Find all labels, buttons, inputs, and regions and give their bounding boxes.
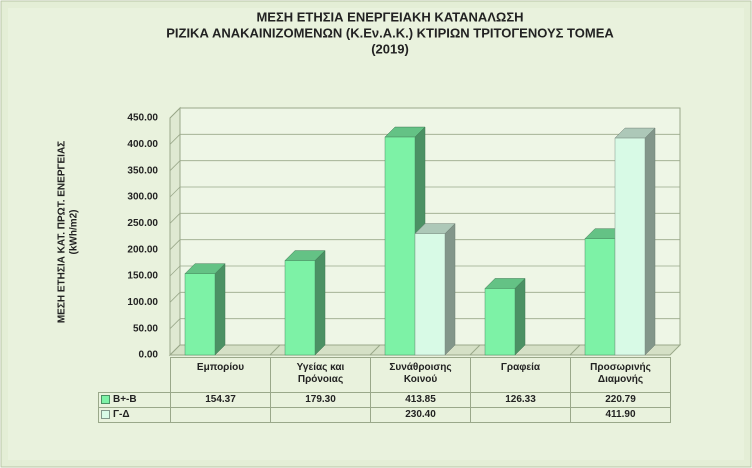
value-cell: 413.85 — [370, 392, 471, 408]
bar — [414, 233, 446, 356]
value-cell: 126.33 — [470, 392, 571, 408]
y-tick-label: 450.00 — [127, 113, 158, 124]
grid-line — [169, 239, 181, 250]
grid-line — [169, 292, 181, 303]
y-axis-label: ΜΕΣΗ ΕΤΗΣΙΑ ΚΑΤ. ΠΡΩΤ. ΕΝΕΡΓΕΙΑΣ — [57, 141, 68, 323]
corner-cell — [99, 358, 171, 393]
chart-title: (2019) — [371, 41, 409, 56]
y-tick-label: 150.00 — [127, 271, 158, 282]
y-tick-label: 300.00 — [127, 192, 158, 203]
series-row: Γ-Δ 230.40 411.90 — [98, 407, 671, 423]
category-divider — [469, 344, 481, 356]
legend-entry: Β+-Β — [98, 392, 171, 408]
bar-side — [214, 263, 226, 356]
grid-line — [169, 344, 181, 356]
grid-line — [169, 107, 181, 119]
y-axis-label: (kWh/m2) — [69, 210, 80, 255]
x-tick-label: Προσωρινής Διαμονής — [570, 357, 671, 393]
value-cell: 411.90 — [570, 407, 671, 423]
y-tick-label: 0.00 — [139, 350, 159, 361]
x-tick-label: Γραφεία — [470, 357, 571, 393]
grid-line — [169, 213, 181, 224]
legend-label: Β+-Β — [113, 394, 137, 405]
y-tick-label: 400.00 — [127, 139, 158, 150]
x-tick-label: Εμπορίου — [170, 357, 271, 393]
category-divider — [269, 344, 281, 356]
category-divider — [369, 344, 381, 356]
grid-line — [169, 186, 181, 198]
value-cell — [470, 407, 571, 423]
bar — [384, 136, 416, 356]
value-cell: 179.30 — [270, 392, 371, 408]
y-tick-label: 50.00 — [133, 323, 158, 334]
chart-title: ΡΙΖΙΚΑ ΑΝΑΚΑΙΝΙΖΟΜΕΝΩΝ (Κ.Εν.Α.Κ.) ΚΤΙΡΙ… — [166, 25, 614, 40]
y-tick-label: 200.00 — [127, 244, 158, 255]
category-row: Εμπορίου Υγείας και Πρόνοιας Συνάθροισης Κ… — [99, 357, 671, 393]
bar — [584, 238, 616, 356]
value-cell — [270, 407, 371, 423]
bar — [614, 137, 646, 356]
grid-line — [169, 318, 181, 329]
bar-side — [644, 127, 656, 356]
y-tick-label: 250.00 — [127, 218, 158, 229]
bar — [184, 273, 216, 356]
bar — [284, 260, 316, 356]
x-tick-label: Υγείας και Πρόνοιας — [270, 357, 371, 393]
value-cell: 230.40 — [370, 407, 471, 423]
grid-line — [169, 134, 181, 145]
data-table: Εμπορίου Υγείας και Πρόνοιας Συνάθροισης Κ… — [98, 357, 671, 423]
value-cell: 154.37 — [170, 392, 271, 408]
grid-line — [169, 160, 181, 171]
legend-label: Γ-Δ — [113, 409, 130, 420]
value-cell — [170, 407, 271, 423]
bar-side — [444, 223, 456, 356]
value-cell: 220.79 — [570, 392, 671, 408]
series-row: Β+-Β 154.37 179.30 413.85 126.33 220.79 — [98, 392, 671, 408]
x-tick-label: Συνάθροισης Κοινού — [370, 357, 471, 393]
bar — [484, 288, 516, 356]
bar-side — [314, 249, 326, 356]
side-wall — [169, 106, 181, 357]
legend-swatch — [101, 409, 110, 419]
category-divider — [569, 344, 581, 356]
legend-entry: Γ-Δ — [98, 407, 171, 423]
bar-side — [514, 277, 526, 356]
chart-title: ΜΕΣΗ ΕΤΗΣΙΑ ΕΝΕΡΓΕΙΑΚΗ ΚΑΤΑΝΑΛΩΣΗ — [256, 9, 523, 24]
legend-swatch — [101, 394, 110, 404]
grid-line — [169, 265, 181, 277]
y-tick-label: 100.00 — [127, 297, 158, 308]
y-tick-label: 350.00 — [127, 165, 158, 176]
